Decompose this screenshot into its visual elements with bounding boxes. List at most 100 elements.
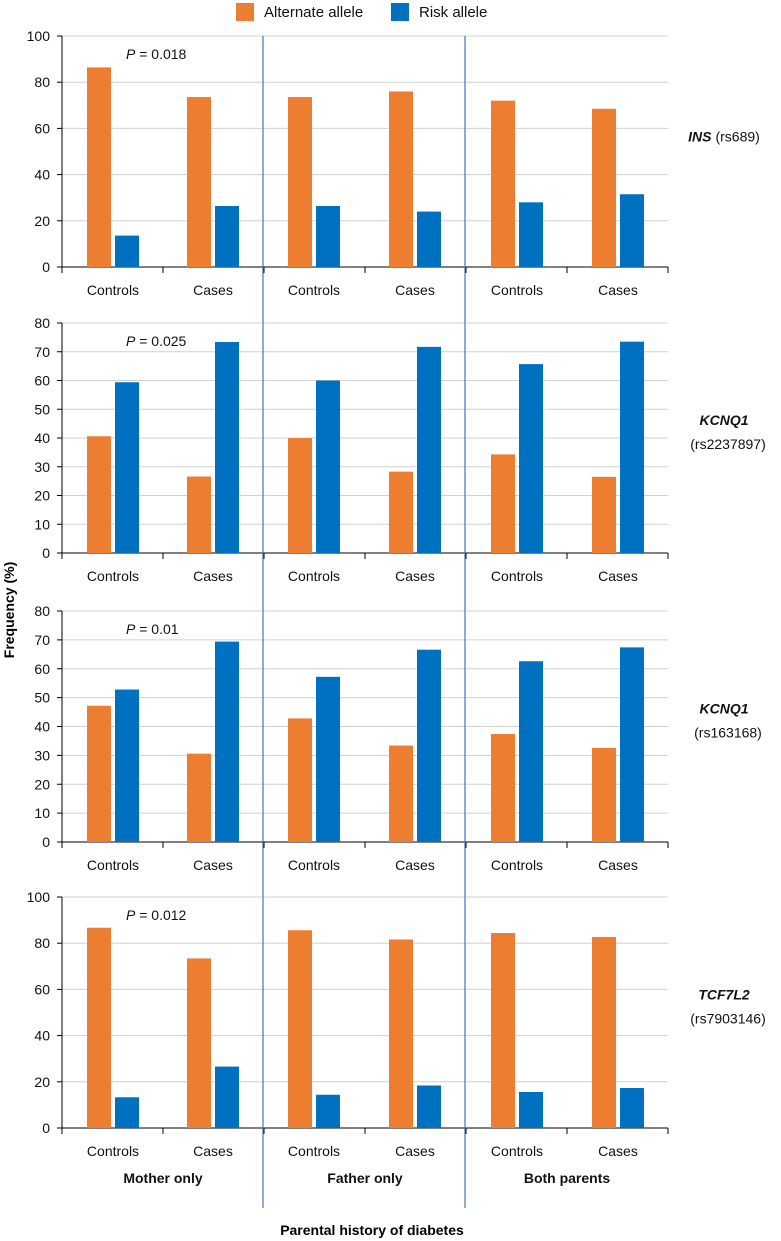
bar-alternate-cases-1: [187, 476, 211, 553]
p-value: = 0.025: [135, 333, 186, 349]
y-tick-label: 30: [34, 747, 50, 763]
category-label: Cases: [193, 282, 233, 298]
gene-label: KCNQ1: [699, 412, 748, 428]
bar-risk-cases-1: [215, 206, 239, 267]
group-label: Both parents: [524, 1170, 611, 1186]
y-tick-label: 60: [34, 120, 50, 136]
panel-kcnq1-1: 0 10 20 30 40 50 60 70 80 Controls Cases Controls Ca…: [34, 315, 765, 584]
snp-label: (rs7903146): [690, 1011, 766, 1027]
bar-alternate-cases-3: [389, 939, 413, 1128]
y-tick-label: 100: [27, 889, 51, 905]
bar-risk-cases-5: [620, 341, 644, 553]
bar-alternate-controls-0: [87, 927, 111, 1128]
group-label: Mother only: [123, 1170, 203, 1186]
y-tick-label: 60: [34, 373, 50, 389]
y-tick-label: 20: [34, 488, 50, 504]
bar-alternate-cases-1: [187, 753, 211, 842]
legend-swatch-alternate: [236, 3, 254, 21]
bar-risk-controls-2: [316, 380, 340, 553]
y-tick-label: 0: [42, 834, 50, 850]
y-tick-label: 0: [42, 545, 50, 561]
bar-alternate-controls-2: [288, 438, 312, 553]
bar-alternate-cases-3: [389, 745, 413, 842]
category-label: Controls: [288, 857, 340, 873]
group-separators: [262, 36, 466, 1208]
p-label: P: [126, 621, 136, 637]
y-tick-label: 50: [34, 690, 50, 706]
bar-alternate-controls-0: [87, 705, 111, 842]
y-tick-label: 0: [42, 1120, 50, 1136]
snp-id: (rs689): [715, 129, 759, 145]
y-tick-label: 70: [34, 632, 50, 648]
panel-ins-0: 0 20 40 60 80 100 Controls Cases Controls Cases Co…: [27, 28, 760, 298]
category-label: Controls: [87, 282, 139, 298]
category-label: Controls: [288, 282, 340, 298]
category-label: Controls: [491, 857, 543, 873]
bar-risk-controls-2: [316, 676, 340, 842]
bar-risk-controls-0: [115, 382, 139, 553]
bar-alternate-controls-4: [491, 734, 515, 842]
snp-label: (rs163168): [694, 725, 762, 741]
bar-risk-cases-3: [417, 649, 441, 842]
p-value-annotation: P = 0.025: [126, 333, 187, 349]
category-label: Cases: [395, 1143, 435, 1159]
snp-label: (rs2237897): [690, 436, 766, 452]
y-axis-title: Frequency (%): [1, 562, 17, 658]
y-tick-label: 70: [34, 344, 50, 360]
bar-alternate-controls-2: [288, 930, 312, 1128]
bar-alternate-cases-5: [592, 476, 616, 553]
y-tick-label: 100: [27, 28, 51, 44]
bar-risk-cases-3: [417, 1085, 441, 1128]
p-value: = 0.018: [135, 46, 186, 62]
bar-alternate-controls-4: [491, 454, 515, 553]
group-label: Father only: [327, 1170, 403, 1186]
bar-risk-controls-4: [519, 1091, 543, 1128]
y-tick-label: 20: [34, 213, 50, 229]
category-label: Cases: [193, 857, 233, 873]
bar-risk-controls-4: [519, 364, 543, 553]
bar-alternate-controls-4: [491, 100, 515, 268]
bar-risk-cases-5: [620, 647, 644, 842]
bar-risk-cases-5: [620, 194, 644, 267]
bar-risk-controls-0: [115, 235, 139, 267]
p-label: P: [126, 907, 136, 923]
bar-alternate-controls-4: [491, 933, 515, 1128]
p-value-annotation: P = 0.01: [126, 621, 179, 637]
y-tick-label: 40: [34, 719, 50, 735]
gene-label: INS (rs689): [688, 129, 760, 145]
y-tick-label: 10: [34, 516, 50, 532]
bar-risk-controls-4: [519, 661, 543, 842]
y-tick-label: 40: [34, 1028, 50, 1044]
bar-risk-cases-1: [215, 341, 239, 553]
bar-risk-cases-1: [215, 1066, 239, 1128]
legend-label-risk: Risk allele: [419, 4, 487, 21]
category-label: Controls: [491, 282, 543, 298]
bar-alternate-cases-3: [389, 471, 413, 553]
category-label: Controls: [87, 1143, 139, 1159]
bar-alternate-controls-0: [87, 67, 111, 267]
bar-alternate-cases-5: [592, 936, 616, 1128]
p-label: P: [126, 46, 136, 62]
category-label: Cases: [395, 282, 435, 298]
category-label: Cases: [598, 568, 638, 584]
y-tick-label: 80: [34, 935, 50, 951]
bar-alternate-controls-2: [288, 718, 312, 842]
category-label: Cases: [193, 568, 233, 584]
panel-kcnq1-2: 0 10 20 30 40 50 60 70 80 Controls Cases Controls Ca…: [34, 603, 761, 873]
p-value-annotation: P = 0.018: [126, 46, 187, 62]
category-label: Cases: [598, 1143, 638, 1159]
p-value-annotation: P = 0.012: [126, 907, 187, 923]
y-tick-label: 80: [34, 603, 50, 619]
legend-label-alternate: Alternate allele: [264, 4, 363, 21]
y-tick-label: 60: [34, 981, 50, 997]
p-label: P: [126, 333, 136, 349]
bar-risk-controls-2: [316, 1094, 340, 1128]
y-tick-label: 10: [34, 805, 50, 821]
y-tick-label: 50: [34, 401, 50, 417]
y-tick-label: 80: [34, 74, 50, 90]
category-label: Cases: [193, 1143, 233, 1159]
bar-risk-controls-0: [115, 1097, 139, 1128]
y-tick-label: 30: [34, 459, 50, 475]
bar-risk-cases-3: [417, 211, 441, 267]
